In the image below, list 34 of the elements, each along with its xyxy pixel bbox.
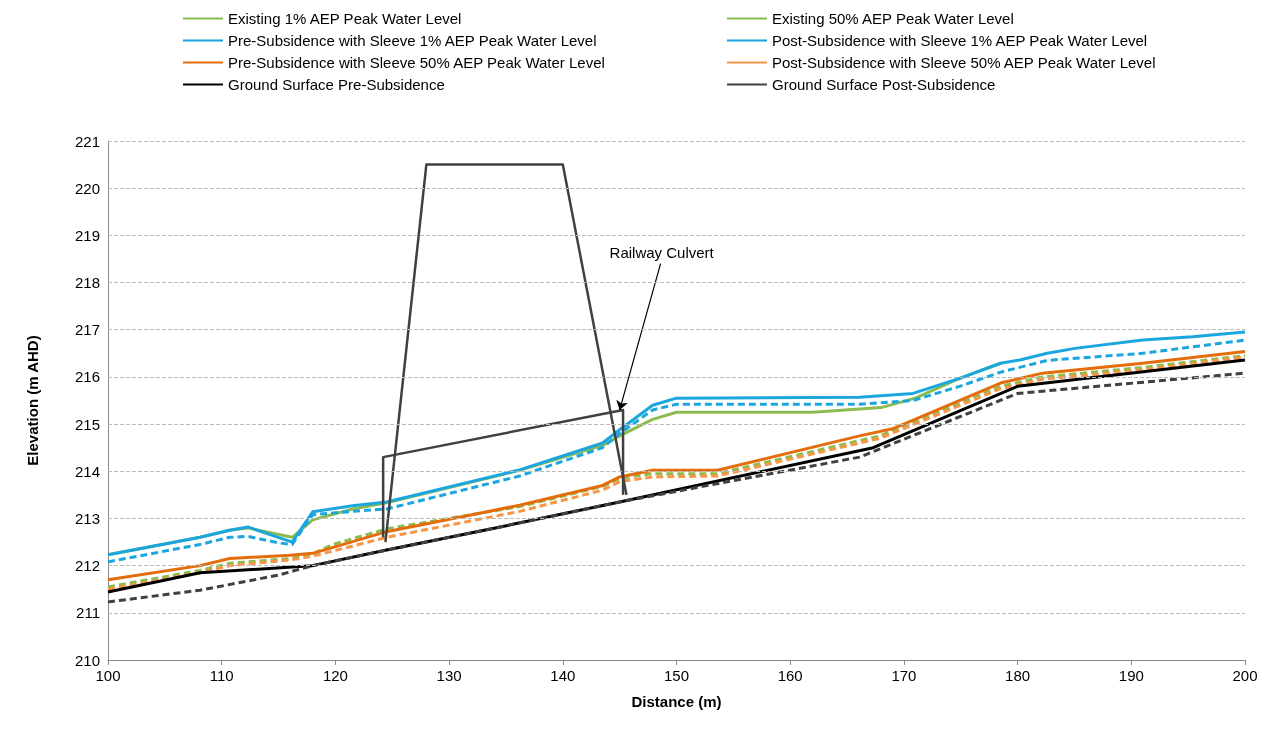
y-tick-label: 218 (74, 274, 100, 292)
y-axis-title: Elevation (m AHD) (24, 335, 41, 466)
legend-label: Ground Surface Pre-Subsidence (228, 76, 445, 93)
y-tick-label: 220 (74, 179, 100, 197)
y-tick-label: 210 (74, 651, 100, 669)
legend-label: Pre-Subsidence with Sleeve 1% AEP Peak Water Level (228, 32, 597, 49)
y-tick-label: 221 (74, 132, 100, 150)
x-tick-label: 200 (1232, 667, 1258, 684)
x-tick-label: 190 (1118, 667, 1144, 684)
x-tick-label: 160 (777, 667, 803, 684)
y-tick-label: 216 (74, 368, 100, 386)
y-tick-label: 213 (74, 509, 100, 527)
x-tick-label: 150 (663, 667, 690, 684)
y-tick-label: 217 (74, 321, 100, 339)
legend-label: Ground Surface Post-Subsidence (772, 76, 996, 93)
x-tick-label: 180 (1005, 667, 1031, 684)
y-tick-label: 215 (74, 415, 100, 433)
x-tick-label: 140 (550, 667, 576, 684)
y-tick-label: 211 (76, 604, 100, 622)
legend-label: Post-Subsidence with Sleeve 50% AEP Peak Water Level (772, 54, 1156, 71)
x-tick-label: 100 (95, 667, 121, 684)
legend-label: Pre-Subsidence with Sleeve 50% AEP Peak Water Level (228, 54, 605, 71)
y-tick-label: 214 (74, 462, 100, 480)
x-tick-label: 110 (209, 667, 234, 684)
legend-label: Existing 1% AEP Peak Water Level (228, 10, 462, 27)
x-tick-label: 120 (322, 667, 348, 684)
x-axis-title: Distance (m) (631, 693, 722, 710)
x-tick-label: 170 (891, 667, 917, 684)
y-tick-label: 212 (74, 557, 100, 575)
x-tick-label: 130 (436, 667, 462, 684)
legend-label: Existing 50% AEP Peak Water Level (772, 10, 1014, 27)
legend-label: Post-Subsidence with Sleeve 1% AEP Peak Water Level (772, 32, 1148, 49)
annotation: Railway Culvert (609, 243, 715, 261)
y-tick-label: 219 (74, 226, 100, 244)
